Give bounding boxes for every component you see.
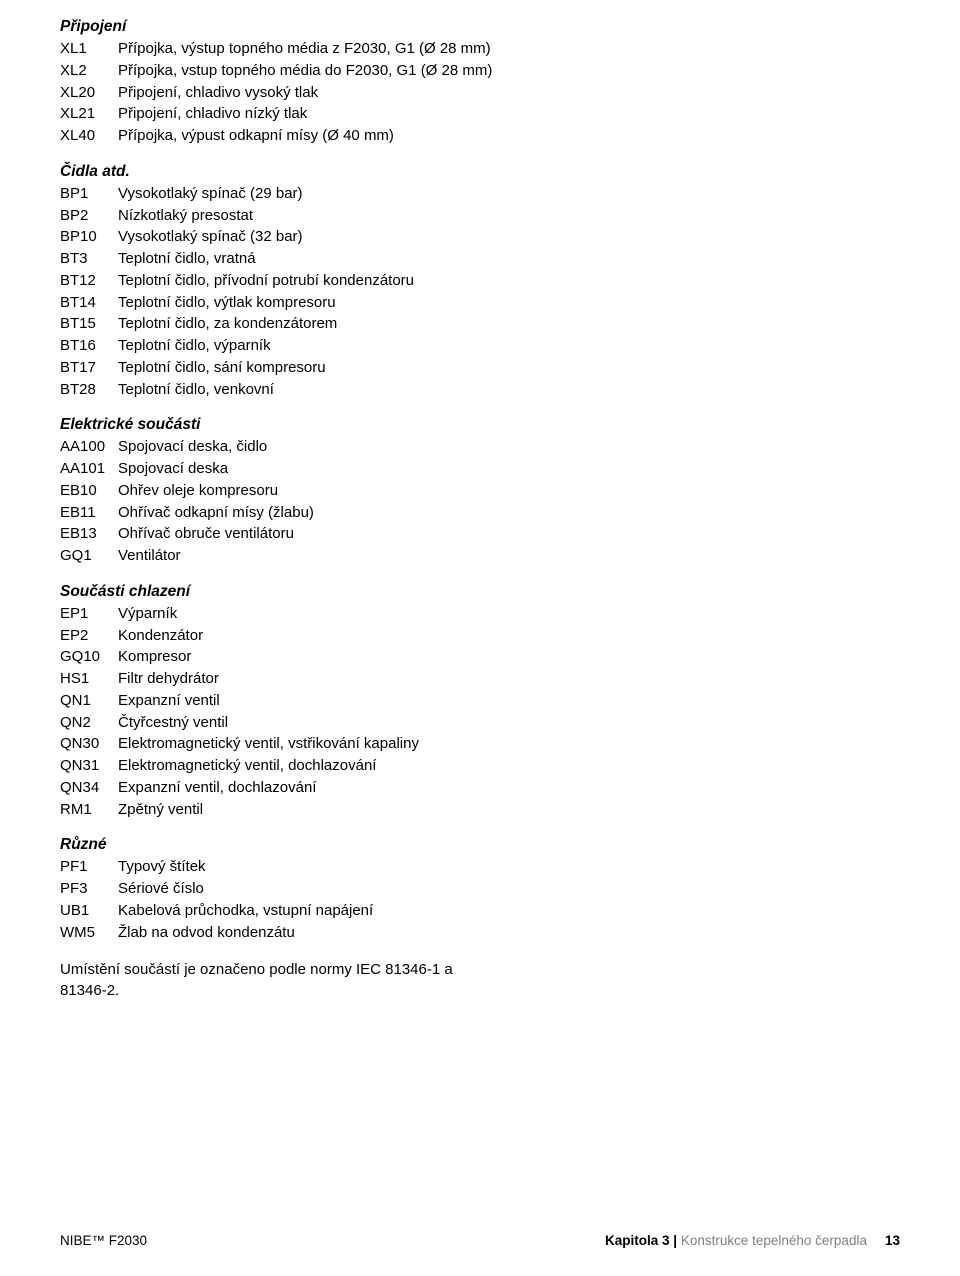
desc: Teplotní čidlo, vratná (118, 248, 256, 270)
desc: Teplotní čidlo, za kondenzátorem (118, 313, 337, 335)
code: BT14 (60, 292, 118, 314)
code: XL40 (60, 125, 118, 147)
section-pripojeni: Připojení XL1Přípojka, výstup topného mé… (60, 18, 900, 147)
desc: Přípojka, výstup topného média z F2030, … (118, 38, 491, 60)
desc: Elektromagnetický ventil, vstřikování ka… (118, 733, 419, 755)
desc: Expanzní ventil, dochlazování (118, 777, 316, 799)
desc: Nízkotlaký presostat (118, 205, 253, 227)
section-elektricke: Elektrické součásti AA100Spojovací deska… (60, 416, 900, 567)
code: EB13 (60, 523, 118, 545)
desc: Ventilátor (118, 545, 181, 567)
section-title: Připojení (60, 18, 900, 36)
code: XL2 (60, 60, 118, 82)
code: EB10 (60, 480, 118, 502)
section-title: Elektrické součásti (60, 416, 900, 434)
section-title: Součásti chlazení (60, 583, 900, 601)
code: QN30 (60, 733, 118, 755)
code: XL20 (60, 82, 118, 104)
desc: Spojovací deska, čidlo (118, 436, 267, 458)
section-title: Různé (60, 836, 900, 854)
desc: Filtr dehydrátor (118, 668, 219, 690)
code: QN2 (60, 712, 118, 734)
code: HS1 (60, 668, 118, 690)
desc: Ohřívač obruče ventilátoru (118, 523, 294, 545)
code: WM5 (60, 922, 118, 944)
section-cidla: Čidla atd. BP1Vysokotlaký spínač (29 bar… (60, 163, 900, 401)
code: RM1 (60, 799, 118, 821)
desc: Typový štítek (118, 856, 206, 878)
footer-chapter-label: Kapitola 3 | (605, 1233, 677, 1248)
desc: Ohřívač odkapní mísy (žlabu) (118, 502, 314, 524)
desc: Kondenzátor (118, 625, 203, 647)
code: BT3 (60, 248, 118, 270)
desc: Kompresor (118, 646, 191, 668)
desc: Vysokotlaký spínač (32 bar) (118, 226, 303, 248)
code: EB11 (60, 502, 118, 524)
desc: Čtyřcestný ventil (118, 712, 228, 734)
desc: Žlab na odvod kondenzátu (118, 922, 295, 944)
desc: Ohřev oleje kompresoru (118, 480, 278, 502)
code: BP1 (60, 183, 118, 205)
desc: Elektromagnetický ventil, dochlazování (118, 755, 376, 777)
code: EP1 (60, 603, 118, 625)
desc: Přípojka, výpust odkapní mísy (Ø 40 mm) (118, 125, 394, 147)
code: UB1 (60, 900, 118, 922)
code: AA101 (60, 458, 118, 480)
code: QN1 (60, 690, 118, 712)
desc: Připojení, chladivo nízký tlak (118, 103, 307, 125)
section-ruzne: Různé PF1Typový štítek PF3Sériové číslo … (60, 836, 900, 943)
desc: Teplotní čidlo, výparník (118, 335, 271, 357)
footer-product: NIBE™ F2030 (60, 1233, 147, 1248)
code: AA100 (60, 436, 118, 458)
section-title: Čidla atd. (60, 163, 900, 181)
desc: Přípojka, vstup topného média do F2030, … (118, 60, 492, 82)
desc: Kabelová průchodka, vstupní napájení (118, 900, 373, 922)
code: BT15 (60, 313, 118, 335)
desc: Teplotní čidlo, přívodní potrubí kondenz… (118, 270, 414, 292)
footer-chapter-title: Konstrukce tepelného čerpadla (681, 1233, 867, 1248)
desc: Teplotní čidlo, sání kompresoru (118, 357, 326, 379)
desc: Výparník (118, 603, 177, 625)
desc: Zpětný ventil (118, 799, 203, 821)
section-soucasti: Součásti chlazení EP1Výparník EP2Kondenz… (60, 583, 900, 821)
code: BP10 (60, 226, 118, 248)
desc: Expanzní ventil (118, 690, 220, 712)
code: QN34 (60, 777, 118, 799)
code: BP2 (60, 205, 118, 227)
desc: Vysokotlaký spínač (29 bar) (118, 183, 303, 205)
code: EP2 (60, 625, 118, 647)
code: BT16 (60, 335, 118, 357)
code: BT28 (60, 379, 118, 401)
note-text: Umístění součástí je označeno podle norm… (60, 959, 480, 1001)
desc: Připojení, chladivo vysoký tlak (118, 82, 318, 104)
footer-page-number: 13 (885, 1233, 900, 1248)
code: PF1 (60, 856, 118, 878)
desc: Sériové číslo (118, 878, 204, 900)
code: GQ10 (60, 646, 118, 668)
code: BT17 (60, 357, 118, 379)
desc: Teplotní čidlo, venkovní (118, 379, 274, 401)
desc: Spojovací deska (118, 458, 228, 480)
code: BT12 (60, 270, 118, 292)
code: QN31 (60, 755, 118, 777)
code: PF3 (60, 878, 118, 900)
code: XL21 (60, 103, 118, 125)
page-footer: NIBE™ F2030 Kapitola 3 | Konstrukce tepe… (60, 1233, 900, 1248)
code: GQ1 (60, 545, 118, 567)
code: XL1 (60, 38, 118, 60)
desc: Teplotní čidlo, výtlak kompresoru (118, 292, 336, 314)
